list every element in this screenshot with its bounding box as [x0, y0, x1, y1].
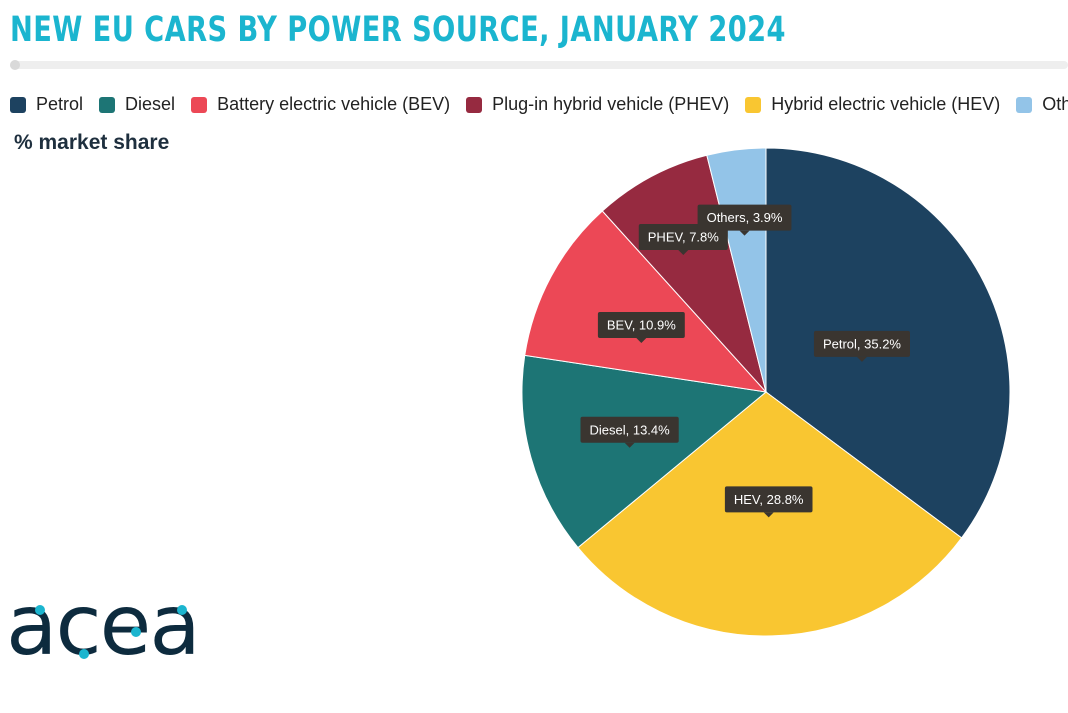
timeline-knob[interactable] — [10, 60, 20, 70]
pie-data-labels: Petrol, 35.2% HEV, 28.8% Diesel, 13.4% BEV,… — [580, 204, 910, 518]
timeline-track — [10, 61, 1068, 69]
data-label-pointer — [739, 230, 750, 236]
legend-swatch — [99, 96, 116, 113]
pie-slice[interactable] — [521, 354, 768, 549]
legend-label: Battery electric vehicle (BEV) — [217, 94, 451, 114]
legend: Petrol Diesel Battery electric vehicle (BE… — [10, 94, 1068, 115]
legend-swatch — [466, 96, 483, 113]
data-label: Diesel, 13.4% — [580, 416, 679, 448]
data-label-text: Others, 3.9% — [707, 210, 783, 225]
legend-swatch — [745, 96, 762, 113]
data-label-box — [813, 330, 910, 357]
pie-slice[interactable] — [601, 154, 767, 393]
legend-label: Diesel — [125, 94, 176, 114]
data-label-box — [580, 416, 679, 443]
legend-swatch — [10, 96, 26, 113]
data-label-box — [597, 311, 685, 338]
acea-logo-dot — [131, 627, 141, 637]
data-label-text: Petrol, 35.2% — [823, 336, 901, 351]
data-label: Petrol, 35.2% — [813, 330, 910, 362]
data-label-pointer — [678, 249, 689, 255]
legend-label: Hybrid electric vehicle (HEV) — [771, 94, 1001, 114]
data-label: HEV, 28.8% — [724, 486, 813, 518]
legend-item[interactable]: Petrol — [10, 94, 83, 115]
acea-logo-dot — [79, 649, 89, 659]
acea-logo-wordmark: acea — [6, 586, 199, 666]
data-label-text: Diesel, 13.4% — [590, 422, 671, 437]
legend-item[interactable]: Battery electric vehicle (BEV) — [191, 94, 450, 115]
acea-logo: acea — [6, 586, 201, 666]
legend-item[interactable]: Others — [1016, 94, 1068, 115]
data-label-pointer — [763, 512, 774, 518]
data-label-pointer — [856, 356, 867, 362]
legend-label: Others — [1042, 94, 1068, 114]
data-label-text: PHEV, 7.8% — [648, 229, 720, 244]
legend-label: Petrol — [36, 94, 84, 114]
data-label-pointer — [636, 337, 647, 343]
data-label: Others, 3.9% — [697, 204, 792, 236]
data-label-text: BEV, 10.9% — [607, 317, 676, 332]
data-label-box — [724, 486, 813, 513]
chart-title: NEW EU CARS BY POWER SOURCE, JANUARY 202… — [10, 10, 786, 50]
data-label-text: HEV, 28.8% — [734, 492, 804, 507]
legend-item[interactable]: Diesel — [99, 94, 175, 115]
data-label-box — [697, 204, 792, 231]
acea-logo-dot — [35, 605, 45, 615]
legend-swatch — [191, 96, 208, 113]
chart-subtitle: % market share — [14, 131, 170, 154]
data-label-pointer — [624, 442, 635, 448]
legend-label: Plug-in hybrid vehicle (PHEV) — [492, 94, 730, 114]
legend-item[interactable]: Plug-in hybrid vehicle (PHEV) — [466, 94, 729, 115]
pie-slice[interactable] — [524, 210, 768, 393]
acea-logo-dot — [177, 605, 187, 615]
data-label: BEV, 10.9% — [597, 311, 685, 343]
legend-item[interactable]: Hybrid electric vehicle (HEV) — [745, 94, 1000, 115]
legend-swatch — [1016, 96, 1033, 113]
